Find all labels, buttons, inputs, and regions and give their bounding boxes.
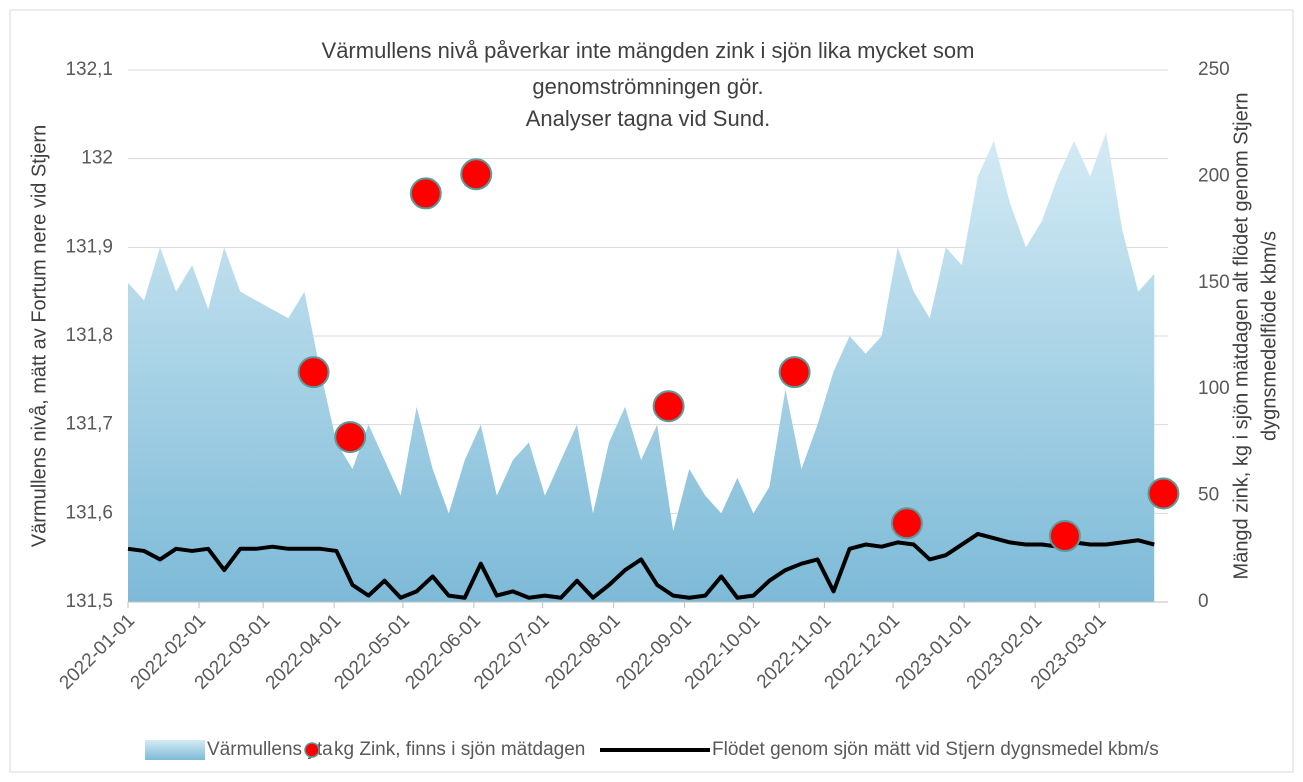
y2-tick-label: 50 bbox=[1198, 485, 1219, 506]
y2-tick-label: 150 bbox=[1198, 272, 1230, 293]
y-tick-label: 131,9 bbox=[65, 236, 113, 257]
y-tick-label: 132 bbox=[81, 148, 113, 169]
y-tick-label: 131,5 bbox=[65, 591, 113, 612]
legend-swatch bbox=[145, 740, 205, 760]
legend-label: Flödet genom sjön mätt vid Stjern dygnsm… bbox=[712, 739, 1159, 760]
point bbox=[890, 507, 923, 540]
legend-swatch bbox=[304, 742, 320, 758]
point bbox=[1147, 477, 1180, 510]
y-tick-label: 131,7 bbox=[65, 414, 113, 435]
chart-title: Värmullens nivå påverkar inte mängden zi… bbox=[322, 38, 975, 63]
point bbox=[334, 421, 367, 454]
area bbox=[128, 132, 1155, 603]
y-axis-title: Värmullens nivå, mätt av Fortum nere vid… bbox=[28, 125, 50, 547]
chart-title: genomströmningen gör. bbox=[532, 74, 763, 99]
y2-tick-label: 200 bbox=[1198, 165, 1230, 186]
y-tick-label: 132,1 bbox=[65, 59, 113, 80]
line bbox=[127, 531, 1155, 600]
point bbox=[778, 356, 811, 389]
y2-axis-title: dygnsmedelflöde kbm/s bbox=[1258, 231, 1280, 441]
legend-label: Värmullens yta bbox=[207, 739, 333, 760]
point bbox=[652, 390, 685, 423]
y2-tick-label: 250 bbox=[1198, 59, 1230, 80]
y2-tick-label: 0 bbox=[1198, 591, 1209, 612]
point bbox=[460, 158, 493, 191]
chart-title: Analyser tagna vid Sund. bbox=[526, 106, 771, 131]
point bbox=[409, 177, 442, 210]
point bbox=[1048, 520, 1081, 553]
y2-axis-title: Mängd zink, kg i sjön mätdagen alt flöde… bbox=[1230, 93, 1252, 580]
y-tick-label: 131,6 bbox=[65, 502, 113, 523]
y2-tick-label: 100 bbox=[1198, 378, 1230, 399]
y-tick-label: 131,8 bbox=[65, 325, 113, 346]
point bbox=[297, 356, 330, 389]
legend-label: kg Zink, finns i sjön mätdagen bbox=[334, 739, 585, 760]
